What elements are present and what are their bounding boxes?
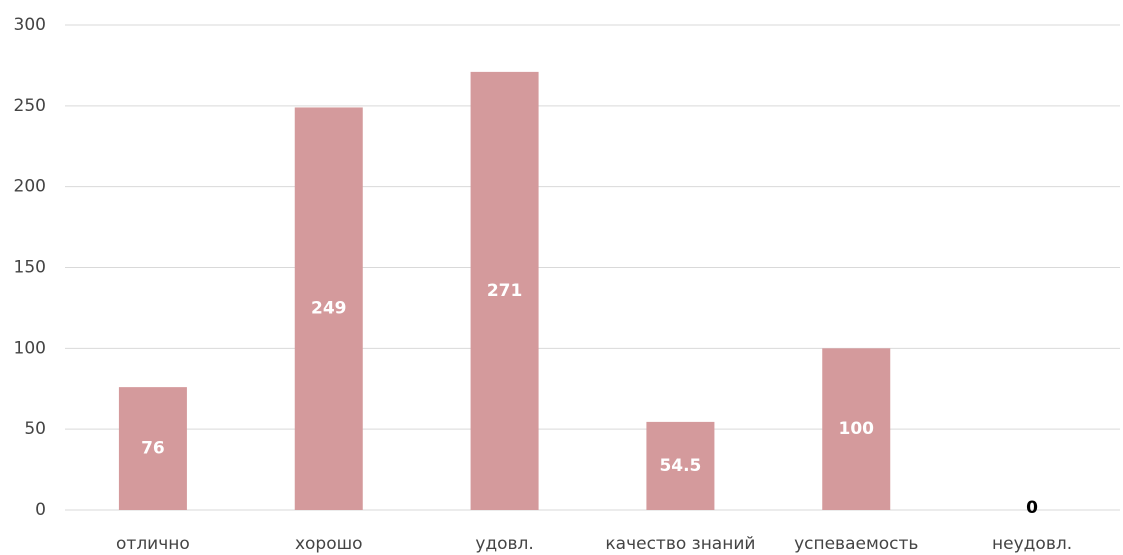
y-tick-label: 200 <box>14 177 46 197</box>
bar <box>822 348 891 510</box>
value-label: 271 <box>487 281 523 301</box>
y-tick-label: 150 <box>14 258 46 278</box>
bar <box>470 71 539 510</box>
y-tick-label: 300 <box>14 15 46 35</box>
y-tick-label: 50 <box>24 419 46 439</box>
value-label: 100 <box>839 419 875 439</box>
y-tick-label: 100 <box>14 338 46 358</box>
value-label: 76 <box>141 439 165 459</box>
y-tick-label: 0 <box>35 500 46 520</box>
bar <box>646 421 715 510</box>
x-tick-label: хорошо <box>295 534 363 554</box>
x-tick-label: отлично <box>116 534 190 554</box>
value-label: 249 <box>311 299 347 319</box>
x-tick-label: неудовл. <box>992 534 1072 554</box>
x-tick-label: удовл. <box>475 534 534 554</box>
y-tick-label: 250 <box>14 96 46 116</box>
value-label: 54.5 <box>659 456 701 476</box>
value-label: 0 <box>1026 498 1038 518</box>
bar <box>294 107 363 510</box>
x-tick-label: качество знаний <box>605 534 755 554</box>
x-tick-label: успеваемость <box>794 534 918 554</box>
bar <box>118 387 187 510</box>
